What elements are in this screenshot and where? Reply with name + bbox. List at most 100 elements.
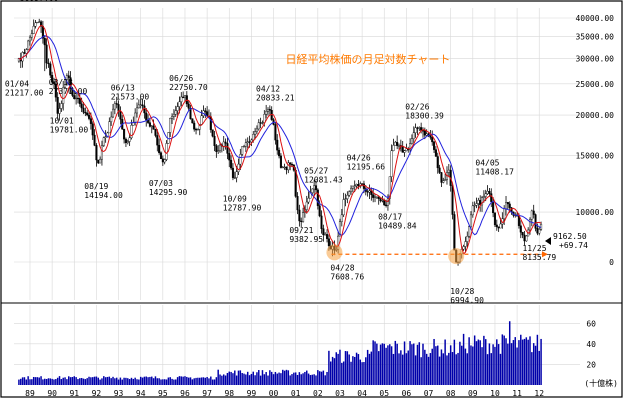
candle-body bbox=[453, 214, 456, 251]
candle-body bbox=[252, 134, 255, 141]
volume-tick-label: 20 bbox=[586, 360, 596, 369]
candle-body bbox=[196, 129, 199, 131]
candle-body bbox=[320, 215, 323, 229]
candle-body bbox=[261, 122, 264, 124]
volume-bar bbox=[180, 376, 183, 385]
candle-body bbox=[473, 205, 476, 207]
candle-body bbox=[141, 104, 144, 107]
volume-bar bbox=[224, 375, 227, 385]
candle-body bbox=[189, 108, 192, 119]
candle-body bbox=[145, 112, 148, 121]
candle-body bbox=[348, 191, 351, 196]
year-tick-label: 08 bbox=[446, 389, 456, 398]
candle-body bbox=[86, 112, 89, 116]
candle-body bbox=[213, 135, 216, 146]
candle-body bbox=[143, 105, 146, 114]
volume-bar bbox=[272, 374, 275, 385]
candle-body bbox=[80, 103, 83, 109]
volume-bar bbox=[440, 349, 443, 385]
candle-body bbox=[124, 138, 127, 144]
volume-bar bbox=[435, 346, 437, 385]
volume-bar bbox=[390, 346, 393, 385]
candle-body bbox=[82, 107, 85, 113]
candle-body bbox=[346, 195, 349, 199]
volume-bar bbox=[36, 377, 39, 385]
volume-bar bbox=[459, 341, 461, 385]
annotation-value: 11408.17 bbox=[475, 168, 514, 177]
candle-body bbox=[135, 107, 139, 114]
volume-bar bbox=[492, 344, 494, 385]
volume-bar bbox=[165, 379, 168, 385]
candle-body bbox=[102, 137, 105, 146]
candle-body bbox=[383, 200, 386, 206]
candle-body bbox=[538, 229, 541, 234]
volume-bar bbox=[182, 376, 184, 385]
candle-body bbox=[464, 241, 467, 247]
volume-bar bbox=[176, 377, 179, 385]
volume-bar bbox=[136, 379, 138, 385]
volume-bar bbox=[488, 343, 491, 385]
volume-bar bbox=[151, 376, 153, 385]
volume-bar bbox=[226, 372, 229, 385]
candle-body bbox=[69, 77, 72, 89]
candle-body bbox=[78, 98, 81, 104]
candle-body bbox=[43, 37, 46, 46]
candle-body bbox=[215, 145, 218, 152]
volume-bar bbox=[330, 361, 332, 385]
support-line bbox=[326, 244, 548, 265]
volume-bar bbox=[91, 377, 94, 385]
year-tick-label: 12 bbox=[534, 389, 544, 398]
candle-body bbox=[248, 141, 251, 143]
candle-body bbox=[436, 156, 439, 169]
candle-body bbox=[368, 190, 371, 193]
volume-bar bbox=[152, 378, 155, 385]
annotation-date: 02/26 bbox=[405, 102, 429, 111]
volume-bar bbox=[457, 352, 459, 385]
volume-bar bbox=[31, 379, 33, 385]
volume-bar bbox=[47, 378, 50, 385]
candle-body bbox=[156, 135, 159, 146]
volume-bar bbox=[442, 353, 445, 385]
candle-body bbox=[51, 75, 54, 82]
volume-bar bbox=[66, 379, 68, 385]
candle-body bbox=[52, 81, 56, 84]
volume-bar bbox=[221, 375, 223, 385]
volume-bar bbox=[453, 339, 456, 385]
volume-bar bbox=[352, 356, 354, 385]
volume-bar bbox=[217, 369, 219, 385]
volume-bar bbox=[80, 377, 83, 385]
annotation-date: 11/25 bbox=[522, 244, 546, 253]
volume-bar bbox=[361, 362, 363, 385]
support-arrowhead bbox=[542, 251, 548, 258]
volume-bar bbox=[199, 377, 201, 385]
candle-body bbox=[268, 109, 271, 111]
candle-body bbox=[289, 162, 292, 165]
annotation-value: 38957.00 bbox=[20, 0, 59, 3]
volume-bar bbox=[21, 377, 24, 385]
volume-bar bbox=[353, 356, 356, 385]
year-tick-label: 04 bbox=[357, 389, 367, 398]
candle-body bbox=[191, 118, 194, 124]
last-price-change: +69.74 bbox=[559, 241, 588, 250]
volume-bar bbox=[108, 376, 111, 385]
candle-body bbox=[314, 185, 318, 191]
annotation-date: 08/19 bbox=[84, 182, 108, 191]
volume-bar bbox=[256, 372, 258, 385]
volume-bar bbox=[58, 376, 61, 385]
volume-bar bbox=[210, 376, 212, 385]
candle-body bbox=[351, 185, 354, 189]
candle-body bbox=[281, 166, 284, 169]
volume-bar bbox=[84, 379, 87, 385]
volume-bar bbox=[366, 349, 369, 385]
candle-body bbox=[130, 125, 133, 139]
volume-bar bbox=[536, 334, 539, 385]
volume-bar bbox=[64, 377, 66, 385]
candle-body bbox=[134, 112, 137, 123]
volume-bar bbox=[520, 334, 522, 385]
candle-body bbox=[425, 133, 428, 136]
volume-bar bbox=[184, 376, 186, 385]
candle-body bbox=[182, 96, 185, 98]
volume-bar bbox=[222, 374, 225, 385]
annotation-value: 14295.90 bbox=[149, 188, 188, 197]
